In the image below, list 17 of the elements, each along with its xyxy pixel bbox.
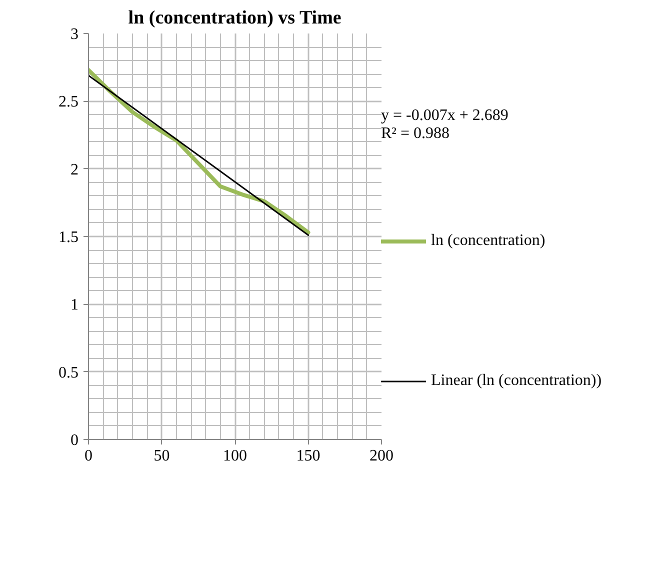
y-tick-label: 1: [70, 296, 78, 314]
x-tick-label: 0: [84, 448, 92, 464]
y-tick-label: 3: [70, 26, 78, 43]
annotation: y = -0.007x + 2.689: [381, 107, 508, 124]
y-tick-label: 0.5: [58, 364, 78, 382]
y-tick-label: 0: [70, 432, 78, 449]
x-tick-label: 50: [154, 448, 170, 464]
legend-label: ln (concentration): [431, 232, 546, 250]
chart-title: ln (concentration) vs Time: [128, 8, 342, 28]
y-tick-label: 2: [70, 161, 78, 178]
x-tick-label: 100: [223, 448, 247, 464]
x-tick-label: 200: [370, 448, 394, 464]
x-tick-label: 150: [296, 448, 320, 464]
legend-label: Linear (ln (concentration)): [431, 372, 602, 390]
y-tick-label: 1.5: [58, 229, 78, 246]
y-tick-label: 2.5: [58, 94, 78, 111]
annotation: R² = 0.988: [381, 125, 450, 142]
